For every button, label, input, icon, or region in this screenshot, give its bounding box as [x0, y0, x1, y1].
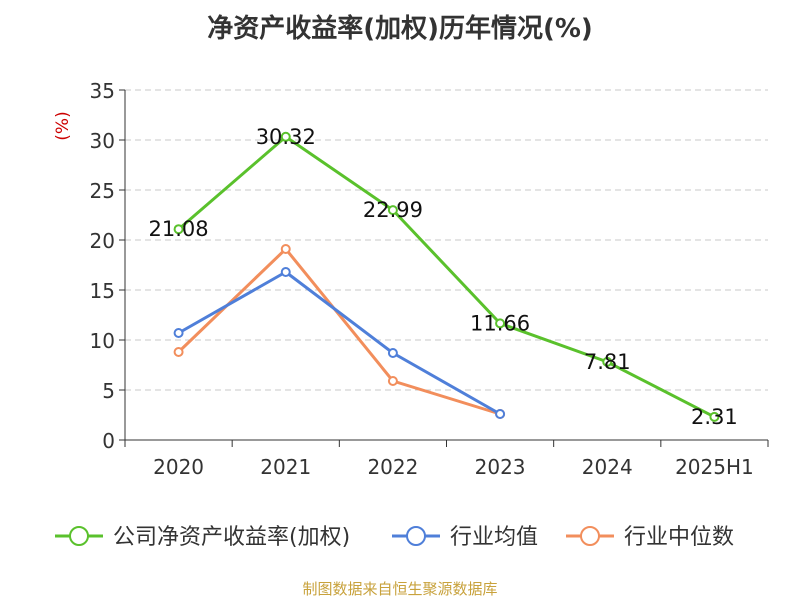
y-tick-label: 30 — [90, 129, 115, 153]
data-point — [173, 347, 184, 357]
series-line — [177, 247, 501, 416]
chart-title: 净资产收益率(加权)历年情况(%) — [207, 14, 593, 44]
x-tick-label: 2024 — [582, 455, 633, 479]
y-tick-label: 10 — [90, 329, 115, 353]
data-point — [280, 267, 291, 277]
x-tick-label: 2020 — [153, 455, 204, 479]
data-point — [173, 224, 184, 235]
data-label: 30.32 — [256, 125, 316, 149]
axes: 0 5 10 15 20 25 30 35 (%) 2020 2021 2022 2023 2024 202… — [53, 79, 769, 479]
data-label: 11.66 — [470, 311, 530, 335]
x-tick-label: 2021 — [260, 455, 311, 479]
data-label: 21.08 — [149, 217, 209, 241]
data-point — [280, 244, 291, 254]
data-labels: 21.08 30.32 22.99 11.66 7.81 2.31 — [149, 125, 738, 429]
x-tick-label: 2025H1 — [675, 455, 754, 479]
series-line — [177, 270, 501, 416]
source-note: 制图数据来自恒生聚源数据库 — [302, 580, 498, 598]
data-point — [602, 356, 613, 367]
data-point — [387, 376, 398, 386]
data-point — [495, 318, 506, 329]
legend-swatch-marker — [69, 526, 89, 546]
legend-label: 公司净资产收益率(加权) — [113, 525, 350, 550]
x-tick-label: 2023 — [475, 455, 526, 479]
y-tick-label: 5 — [102, 379, 115, 403]
legend-swatch-marker — [580, 526, 600, 546]
data-label: 22.99 — [363, 198, 423, 222]
y-tick-label: 15 — [90, 279, 115, 303]
x-tick-label: 2022 — [367, 455, 418, 479]
legend-label: 行业中位数 — [624, 525, 734, 550]
legend-label: 行业均值 — [450, 525, 538, 550]
data-point — [387, 205, 398, 216]
data-label: 7.81 — [584, 350, 631, 374]
data-label: 2.31 — [691, 405, 738, 429]
data-point — [387, 348, 398, 358]
y-tick-label: 25 — [90, 179, 115, 203]
data-point — [709, 411, 720, 422]
data-point — [173, 328, 184, 338]
y-axis-label: (%) — [53, 111, 73, 140]
data-point — [280, 131, 291, 142]
legend: 公司净资产收益率(加权) 行业均值 行业中位数 — [55, 525, 734, 550]
y-tick-label: 0 — [102, 429, 115, 453]
series-line — [177, 135, 716, 419]
y-tick-label: 35 — [90, 79, 115, 103]
data-point — [495, 409, 506, 419]
series-lines — [173, 131, 720, 422]
y-tick-label: 20 — [90, 229, 115, 253]
gridlines — [125, 89, 768, 391]
legend-swatch-marker — [406, 526, 426, 546]
